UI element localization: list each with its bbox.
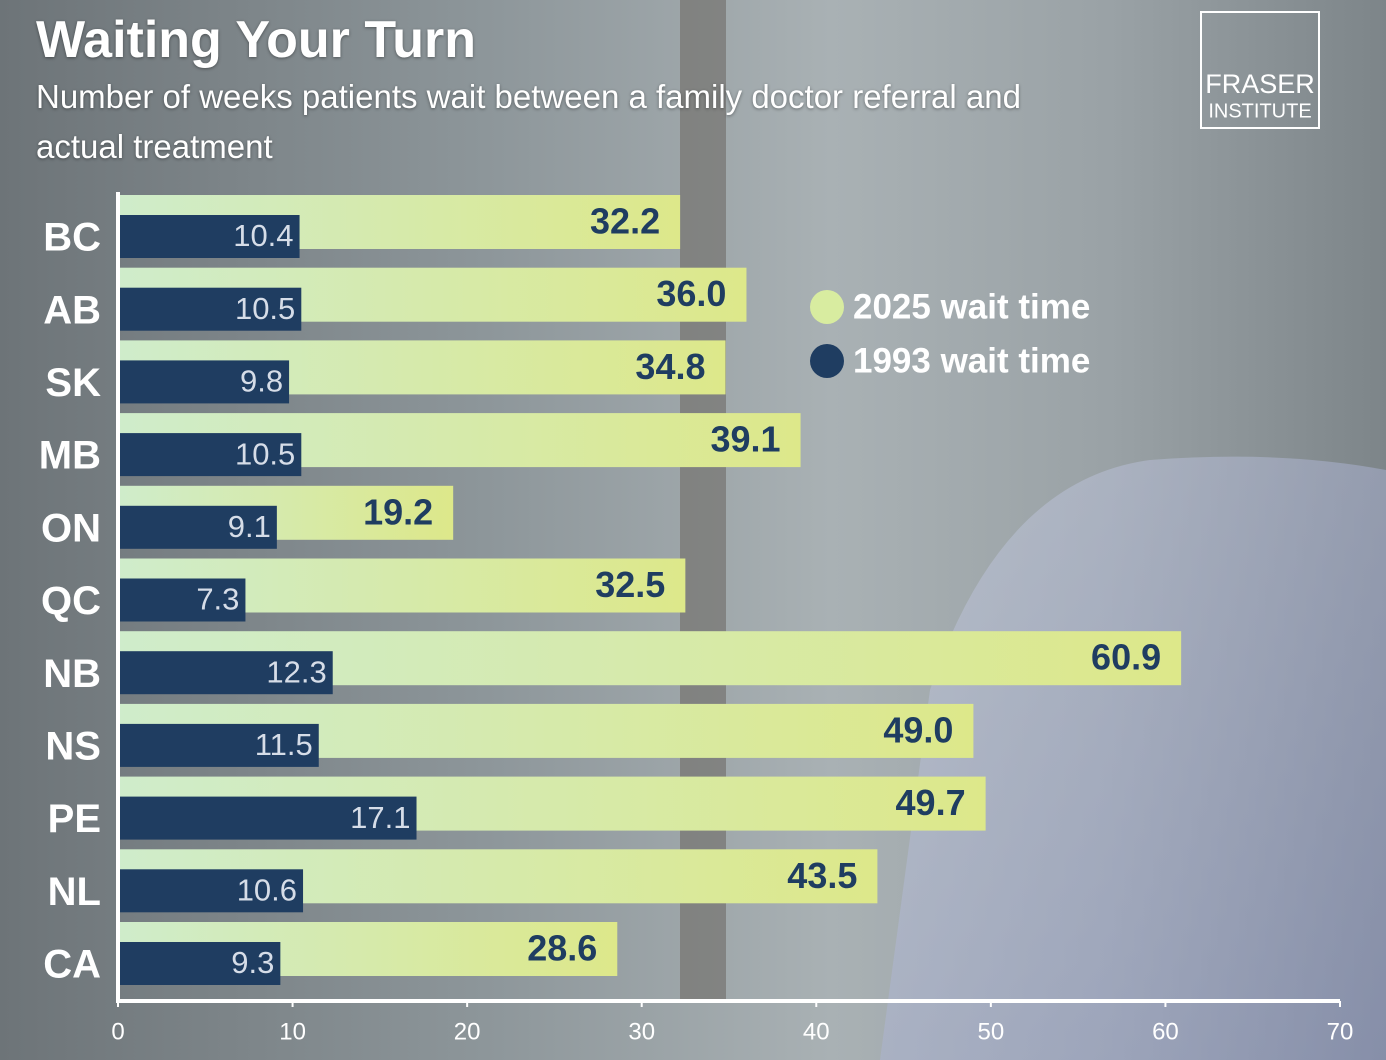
value-label: 12.3	[266, 654, 326, 689]
value-label: 9.1	[228, 509, 271, 544]
bar-1993	[118, 433, 302, 477]
value-label: 19.2	[363, 491, 433, 532]
value-label: 60.9	[1091, 637, 1161, 678]
bar-1993	[118, 651, 333, 695]
y-tick-label: NL	[48, 870, 101, 914]
value-label: 28.6	[527, 928, 597, 969]
value-label: 10.6	[237, 872, 297, 907]
y-tick-label: MB	[39, 434, 101, 478]
bar-1993	[118, 360, 290, 404]
y-tick-label: CA	[43, 943, 101, 987]
y-tick-label: PE	[48, 797, 101, 841]
y-tick-label: NB	[43, 652, 101, 696]
y-tick-label: AB	[43, 288, 101, 332]
value-label: 49.0	[883, 709, 953, 750]
bar-1993	[118, 287, 302, 331]
bar-1993	[118, 869, 304, 913]
logo-text: FRASER	[1205, 69, 1315, 99]
value-label: 36.0	[656, 273, 726, 314]
bar-1993	[118, 942, 281, 985]
value-label: 9.3	[231, 945, 274, 980]
value-label: 9.8	[240, 364, 283, 399]
legend-label: 1993 wait time	[853, 341, 1090, 380]
background-figure	[880, 456, 1386, 1060]
value-label: 49.7	[896, 782, 966, 823]
legend-swatch	[810, 344, 844, 378]
chart-title: Waiting Your Turn	[36, 11, 477, 69]
y-tick-label: BC	[43, 216, 101, 260]
y-tick-label: SK	[45, 361, 101, 405]
value-label: 39.1	[710, 419, 780, 460]
bar-1993	[118, 578, 246, 622]
x-tick-label: 30	[628, 1018, 655, 1045]
value-label: 10.4	[233, 218, 293, 253]
logo-box	[1200, 11, 1320, 129]
bar-1993	[118, 215, 300, 258]
x-tick-label: 20	[454, 1018, 481, 1045]
x-tick-label: 10	[279, 1018, 306, 1045]
value-label: 10.5	[235, 436, 295, 471]
value-label: 34.8	[635, 346, 705, 387]
x-tick-label: 70	[1327, 1018, 1354, 1045]
x-tick-label: 50	[978, 1018, 1005, 1045]
value-label: 43.5	[787, 855, 857, 896]
chart-subtitle: Number of weeks patients wait between a …	[36, 78, 1021, 165]
legend-swatch	[810, 290, 844, 324]
y-tick-label: QC	[41, 579, 101, 623]
x-tick-label: 0	[111, 1018, 124, 1045]
y-tick-label: NS	[45, 724, 101, 768]
logo-text: INSTITUTE	[1208, 100, 1311, 122]
value-label: 7.3	[196, 582, 239, 617]
bar-1993	[118, 723, 319, 767]
value-label: 17.1	[350, 800, 410, 835]
value-label: 11.5	[255, 727, 313, 762]
bar-1993	[118, 505, 277, 549]
value-label: 32.5	[595, 564, 665, 605]
header: Waiting Your Turn Number of weeks patien…	[36, 8, 1116, 172]
background-pillar	[680, 0, 726, 1000]
y-tick-label: ON	[41, 506, 101, 550]
legend-label: 2025 wait time	[853, 287, 1090, 326]
value-label: 32.2	[590, 201, 660, 242]
value-label: 10.5	[235, 291, 295, 326]
bar-1993	[118, 796, 417, 840]
x-tick-label: 60	[1152, 1018, 1179, 1045]
x-tick-label: 40	[803, 1018, 830, 1045]
